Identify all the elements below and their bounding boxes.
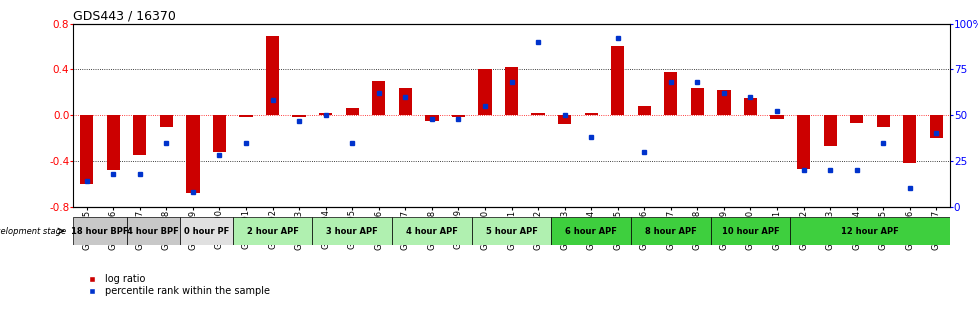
Bar: [505, 67, 517, 115]
Bar: [631, 217, 710, 245]
Bar: [107, 115, 119, 170]
Text: development stage: development stage: [0, 226, 67, 236]
Bar: [212, 115, 226, 152]
Text: 3 hour APF: 3 hour APF: [326, 226, 378, 236]
Bar: [822, 115, 836, 146]
Bar: [557, 115, 571, 124]
Text: 0 hour PF: 0 hour PF: [183, 226, 229, 236]
Bar: [126, 217, 179, 245]
Bar: [875, 115, 889, 127]
Bar: [398, 88, 412, 115]
Bar: [637, 106, 650, 115]
Bar: [770, 115, 782, 119]
Bar: [690, 88, 703, 115]
Bar: [663, 72, 677, 115]
Bar: [717, 90, 730, 115]
Bar: [610, 46, 624, 115]
Bar: [292, 115, 305, 117]
Text: 8 hour APF: 8 hour APF: [645, 226, 696, 236]
Bar: [319, 113, 332, 115]
Bar: [80, 115, 93, 184]
Bar: [266, 36, 279, 115]
Text: 5 hour APF: 5 hour APF: [485, 226, 537, 236]
Bar: [186, 115, 200, 193]
Bar: [531, 113, 544, 115]
Bar: [478, 69, 491, 115]
Bar: [133, 115, 147, 155]
Legend: log ratio, percentile rank within the sample: log ratio, percentile rank within the sa…: [78, 270, 273, 300]
Bar: [584, 113, 598, 115]
Bar: [849, 115, 863, 123]
Text: 6 hour APF: 6 hour APF: [564, 226, 616, 236]
Bar: [159, 115, 173, 127]
Text: 12 hour APF: 12 hour APF: [840, 226, 898, 236]
Bar: [372, 81, 385, 115]
Bar: [73, 217, 126, 245]
Text: 2 hour APF: 2 hour APF: [246, 226, 298, 236]
Text: 4 hour APF: 4 hour APF: [406, 226, 458, 236]
Bar: [710, 217, 789, 245]
Bar: [312, 217, 391, 245]
Bar: [471, 217, 551, 245]
Bar: [743, 98, 756, 115]
Bar: [551, 217, 631, 245]
Bar: [179, 217, 233, 245]
Bar: [233, 217, 312, 245]
Bar: [391, 217, 471, 245]
Bar: [451, 115, 465, 117]
Bar: [345, 108, 359, 115]
Bar: [240, 115, 252, 117]
Bar: [903, 115, 915, 163]
Text: GDS443 / 16370: GDS443 / 16370: [73, 9, 176, 23]
Text: 4 hour BPF: 4 hour BPF: [127, 226, 179, 236]
Bar: [789, 217, 949, 245]
Text: 18 hour BPF: 18 hour BPF: [71, 226, 128, 236]
Bar: [796, 115, 810, 169]
Bar: [424, 115, 438, 121]
Text: 10 hour APF: 10 hour APF: [721, 226, 778, 236]
Bar: [929, 115, 942, 138]
